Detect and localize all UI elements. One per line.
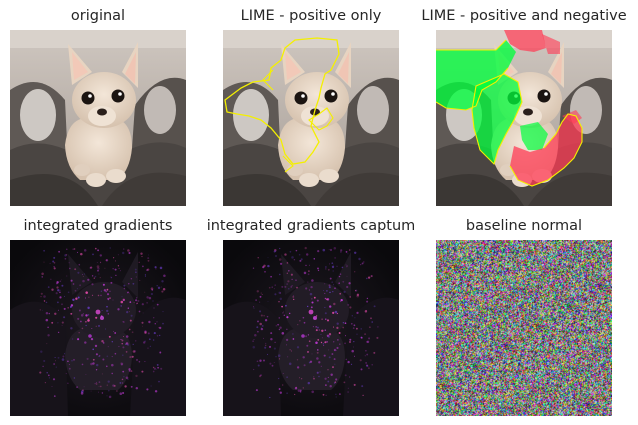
lime-posneg-image: [436, 30, 612, 206]
noise-canvas: [436, 240, 612, 416]
lime-boundary: [224, 37, 340, 165]
lime-positive-image: [223, 30, 399, 206]
dog-photo: [10, 30, 186, 206]
lime-boundary: [436, 39, 583, 187]
panel-title: integrated gradients captum: [206, 218, 416, 234]
panel-title: original: [70, 8, 126, 24]
noise-baseline-image: [436, 240, 612, 416]
panel-title: integrated gradients: [23, 218, 173, 234]
panel-title: baseline normal: [465, 218, 583, 234]
panel-title: LIME - positive only: [240, 8, 382, 24]
ig-attribution-image: [10, 240, 186, 416]
panel-title: LIME - positive and negative: [421, 8, 627, 24]
ig-captum-attribution-image: [223, 240, 399, 416]
